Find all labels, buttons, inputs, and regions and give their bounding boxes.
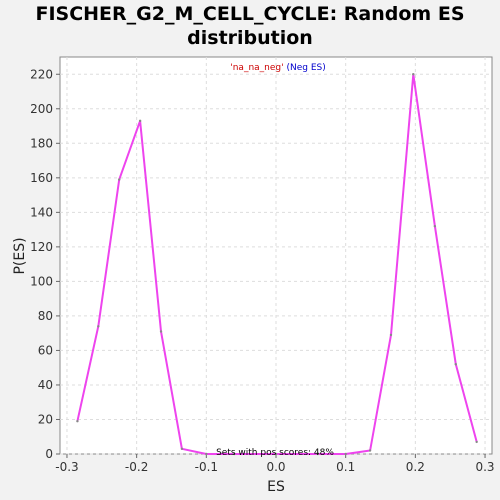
y-tick-label: 120 [30,240,53,254]
data-point [454,363,457,366]
chart-title: FISCHER_G2_M_CELL_CYCLE: Random ES distr… [0,2,500,50]
data-point [433,224,437,228]
y-tick-label: 0 [45,447,53,461]
grid-lines [60,57,492,455]
chart-title-line-1: FISCHER_G2_M_CELL_CYCLE: Random ES [35,3,465,25]
pos-scores-annotation: Sets with pos scores: 48% [216,448,334,458]
y-tick-label: 180 [30,136,53,150]
x-tick-label: 0.1 [336,460,355,474]
data-point [118,178,121,181]
data-point [389,333,393,337]
y-tick-label: 60 [38,343,53,357]
x-tick-label: 0.2 [406,460,425,474]
data-point [344,452,347,456]
data-point [180,447,184,451]
x-tick-label: 0.0 [266,460,285,474]
axes: -0.3 -0.2 -0.1 0.0 0.1 0.2 0.3 0 20 40 60 80 100 120 1… [30,67,494,474]
y-tick-label: 100 [30,274,53,288]
data-point [159,330,163,333]
data-point [274,452,278,456]
y-axis-title: P(ES) [12,237,28,274]
chart-title-line-2: distribution [187,27,313,49]
data-point [412,73,415,76]
x-tick-label: -0.2 [125,460,148,474]
data-point [138,119,142,123]
data-point [232,452,236,456]
x-tick-label: -0.3 [55,460,78,474]
y-tick-label: 200 [30,102,53,116]
y-tick-label: 220 [30,67,53,81]
legend: 'na_na_neg' (Neg ES) [230,63,325,73]
x-axis-title: ES [267,479,285,495]
y-tick-label: 40 [38,378,53,392]
x-tick-label: -0.1 [195,460,218,474]
data-point [76,420,79,423]
x-tick-label: 0.3 [475,460,494,474]
y-tick-label: 80 [38,309,53,323]
data-point [316,452,320,456]
data-point [97,325,100,328]
legend-series-suffix: (Neg ES) [286,63,325,73]
series-layer [76,73,478,456]
data-point [368,449,372,452]
y-tick-label: 160 [30,171,53,185]
data-point [205,452,208,456]
y-tick-label: 20 [38,412,53,426]
y-tick-label: 140 [30,205,53,219]
legend-series-name: 'na_na_neg' [230,63,283,73]
data-point [475,440,478,444]
